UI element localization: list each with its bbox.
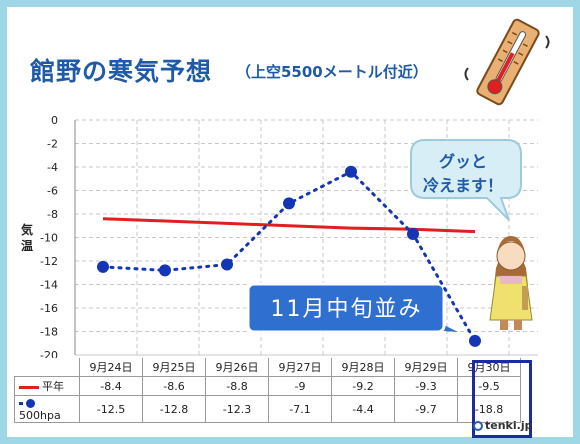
table-header-cell: 9月28日 xyxy=(331,358,395,377)
brand-logo: tenki.jp xyxy=(473,419,532,432)
data-table: 9月24日 9月25日 9月26日 9月27日 9月28日 9月29日 9月30… xyxy=(14,358,521,423)
speech-bubble-text: グッと 冷えます！ xyxy=(422,152,503,195)
table-header-cell: 9月25日 xyxy=(142,358,206,377)
forecast-point xyxy=(283,197,295,210)
brand-icon xyxy=(473,421,483,431)
y-tick-label: -6 xyxy=(47,185,58,198)
y-tick-label: -2 xyxy=(47,138,58,151)
y-tick-label: -18 xyxy=(40,326,58,339)
callout-text: 11月中旬並み xyxy=(270,297,423,322)
thermometer-icon xyxy=(464,18,550,106)
table-cell: -12.5 xyxy=(79,395,143,423)
callout-box xyxy=(246,282,446,334)
chart-grid xyxy=(74,119,538,356)
y-tick-label: -10 xyxy=(40,232,58,245)
y-tick-label: -8 xyxy=(47,208,58,221)
legend-forecast: 500hpa xyxy=(14,395,80,423)
table-cell: -12.8 xyxy=(142,395,206,423)
series-normal-line xyxy=(102,217,476,234)
highlight-box xyxy=(472,360,532,438)
forecast-point xyxy=(159,264,171,277)
table-cell: -18.8 xyxy=(457,395,521,423)
table-cell: -7.1 xyxy=(268,395,332,423)
table-row-forecast: 500hpa -12.5 -12.8 -12.3 -7.1 -4.4 -9.7 … xyxy=(14,395,521,423)
table-row-normal: 平年 -8.4 -8.6 -8.8 -9 -9.2 -9.3 -9.5 xyxy=(14,376,521,396)
table-cell: -9 xyxy=(268,376,332,396)
table-header-row: 9月24日 9月25日 9月26日 9月27日 9月28日 9月29日 9月30… xyxy=(14,358,521,377)
legend-blue-dot xyxy=(26,398,35,408)
table-cell: -8.8 xyxy=(205,376,269,396)
forecast-point xyxy=(97,260,109,273)
person-illustration xyxy=(489,236,533,330)
y-tick-label: -4 xyxy=(47,161,58,174)
y-tick-label: 0 xyxy=(51,114,58,127)
table-cell: -9.2 xyxy=(331,376,395,396)
chart-subtitle: （上空5500メートル付近） xyxy=(236,63,428,81)
table-cell: -12.3 xyxy=(205,395,269,423)
table-cell: -9.7 xyxy=(394,395,458,423)
series-forecast-line xyxy=(97,165,481,347)
table-corner xyxy=(14,358,80,377)
table-header-cell: 9月29日 xyxy=(394,358,458,377)
legend-red-line xyxy=(19,385,39,389)
table-cell: -9.3 xyxy=(394,376,458,396)
table-cell: -4.4 xyxy=(331,395,395,423)
y-tick-labels: 0-2-4-6-8-10-12-14-16-18-20 xyxy=(40,114,58,362)
table-cell: -8.6 xyxy=(142,376,206,396)
chart-title: 館野の寒気予想 xyxy=(30,57,213,86)
y-tick-label: -12 xyxy=(40,255,58,268)
forecast-point xyxy=(407,227,419,240)
legend-normal: 平年 xyxy=(14,376,80,396)
table-header-cell: 9月24日 xyxy=(79,358,143,377)
y-axis-label: 気温 xyxy=(20,223,33,253)
forecast-point xyxy=(345,165,357,178)
y-tick-label: -14 xyxy=(40,279,58,292)
table-header-cell: 9月27日 xyxy=(268,358,332,377)
table-header-cell: 9月26日 xyxy=(205,358,269,377)
table-cell: -8.4 xyxy=(79,376,143,396)
forecast-point xyxy=(221,258,233,271)
y-tick-label: -16 xyxy=(40,302,58,315)
forecast-point xyxy=(469,334,481,347)
speech-bubble xyxy=(410,139,522,221)
series-normal-polyline xyxy=(102,217,476,234)
